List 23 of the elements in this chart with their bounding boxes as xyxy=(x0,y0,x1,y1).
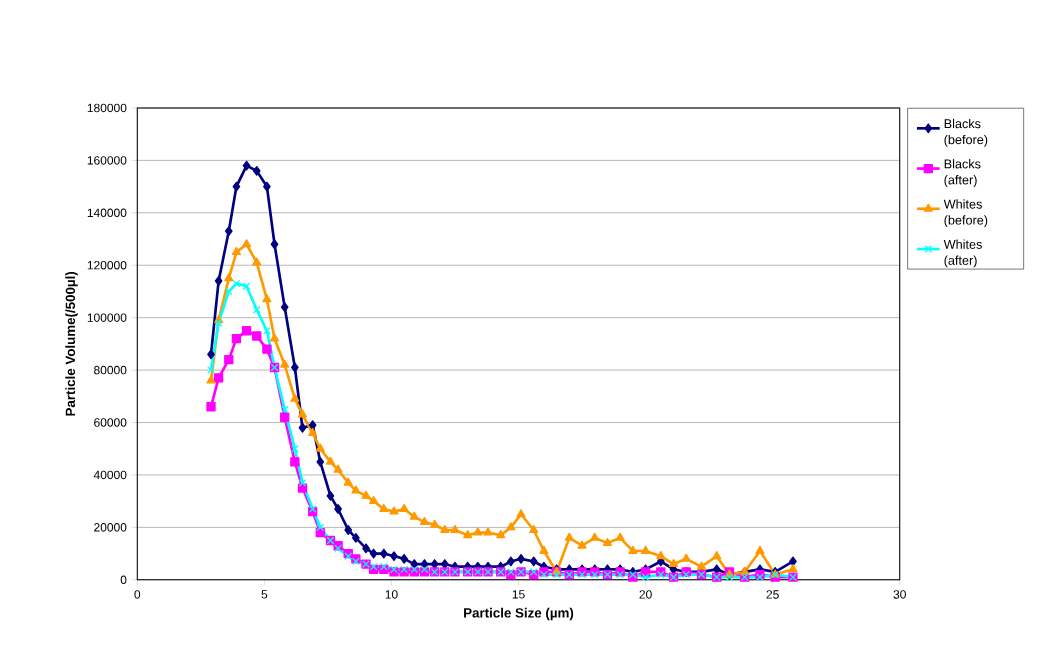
y-tick-label: 100000 xyxy=(87,313,127,322)
x-tick-label: 15 xyxy=(512,589,525,599)
x-tick-label: 0 xyxy=(134,589,141,599)
y-tick-label: 0 xyxy=(120,575,127,584)
y-axis-title: Particle Volume(/500µl) xyxy=(65,271,78,416)
y-tick-label: 140000 xyxy=(87,208,127,217)
y-tick-label: 120000 xyxy=(87,260,127,270)
legend-label: Blacks (before) xyxy=(944,118,988,147)
y-tick-label: 40000 xyxy=(93,470,127,479)
y-tick-label: 60000 xyxy=(94,418,127,427)
y-tick-label: 20000 xyxy=(94,522,127,532)
x-tick-label: 5 xyxy=(261,589,268,599)
legend-label: Whites (after) xyxy=(943,239,982,268)
x-tick-label: 20 xyxy=(639,589,652,599)
x-axis-title: Particle Size (µm) xyxy=(464,607,574,621)
y-tick-label: 160000 xyxy=(87,155,127,165)
legend-label: Whites (before) xyxy=(943,199,988,227)
x-tick-label: 10 xyxy=(385,589,398,599)
legend-label: Blacks (after) xyxy=(944,158,981,187)
y-tick-label: 80000 xyxy=(94,365,127,375)
x-tick-label: 30 xyxy=(893,589,906,599)
y-tick-label: 180000 xyxy=(87,103,127,112)
x-tick-label: 25 xyxy=(766,589,779,599)
